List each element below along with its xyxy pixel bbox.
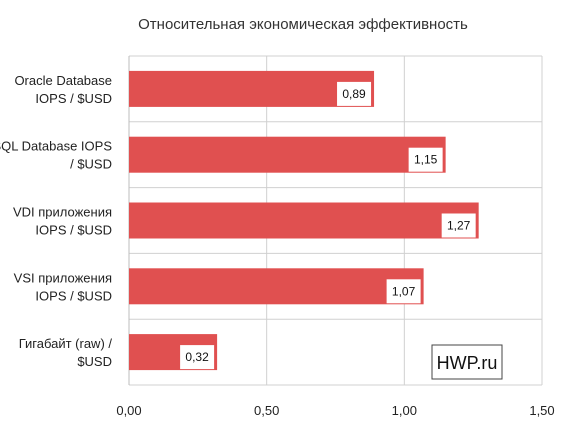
data-label: 1,15 xyxy=(414,153,438,167)
data-label-box xyxy=(408,147,443,172)
x-axis-tick-labels: 0,00 0,50 1,00 1,50 xyxy=(116,403,554,418)
watermark-text: HWP.ru xyxy=(437,353,498,373)
category-label: SQL Database IOPS xyxy=(0,139,112,154)
data-label-box xyxy=(386,279,421,304)
data-label: 0,89 xyxy=(342,87,366,101)
category-label: Гигабайт (raw) / xyxy=(19,336,113,351)
category-label: IOPS / $USD xyxy=(35,223,112,238)
watermark-box xyxy=(431,344,503,380)
data-label-box xyxy=(337,81,372,106)
data-label: 0,32 xyxy=(185,350,209,364)
category-label: IOPS / $USD xyxy=(35,91,112,106)
category-label: VSI приложения xyxy=(14,270,112,285)
bar xyxy=(129,136,446,173)
data-label-box xyxy=(441,213,476,238)
data-label: 1,07 xyxy=(392,284,416,298)
category-label: IOPS / $USD xyxy=(35,288,112,303)
bar xyxy=(129,202,479,239)
watermark: HWP.ru xyxy=(431,344,503,380)
data-label-box xyxy=(180,345,215,370)
x-tick-label: 0,50 xyxy=(254,403,279,418)
category-labels: Oracle Database IOPS / $USD SQL Database I… xyxy=(0,73,112,369)
category-label: $USD xyxy=(77,354,112,369)
x-tick-label: 1,50 xyxy=(529,403,554,418)
chart-title: Относительная экономическая эффективност… xyxy=(138,16,468,33)
x-tick-label: 1,00 xyxy=(392,403,417,418)
category-label: VDI приложения xyxy=(13,205,112,220)
bar xyxy=(129,268,424,305)
category-label: / $USD xyxy=(70,157,112,172)
bars: 0,89 1,15 1,27 1,07 0,32 xyxy=(129,70,479,371)
bar xyxy=(129,70,375,107)
category-label: Oracle Database xyxy=(14,73,112,88)
x-tick-label: 0,00 xyxy=(116,403,141,418)
data-label: 1,27 xyxy=(447,219,471,233)
